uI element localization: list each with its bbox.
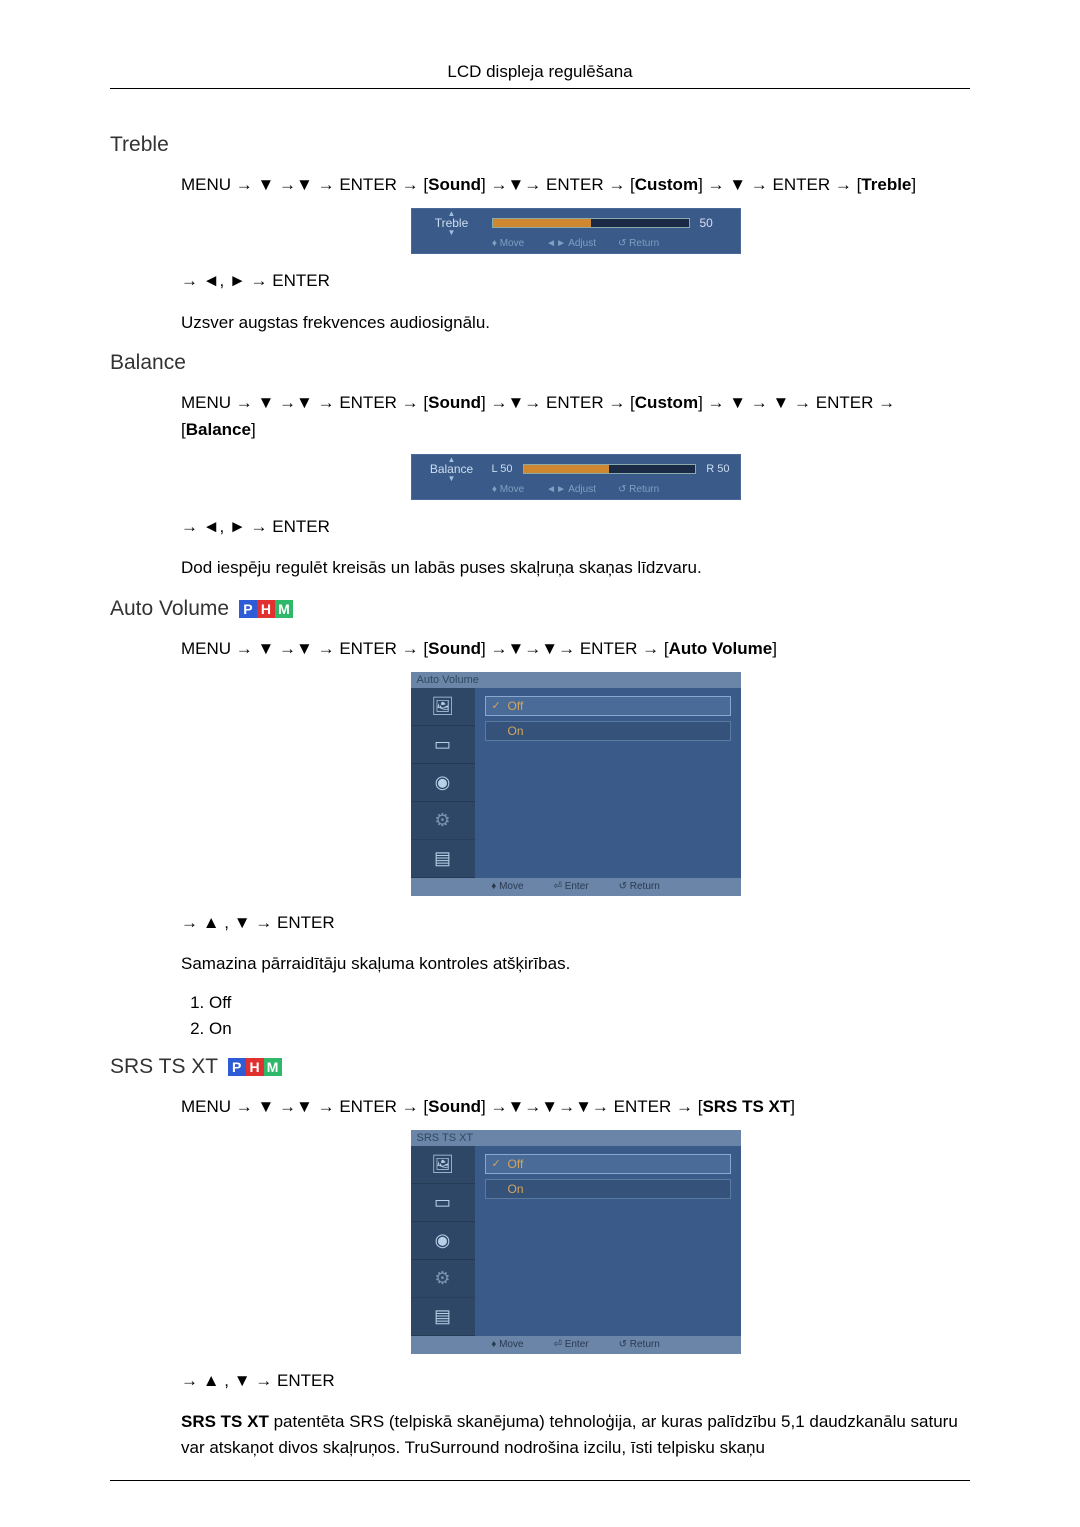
- section-title-treble: Treble: [110, 133, 970, 157]
- section-title-auto-volume: Auto Volume P H M: [110, 597, 970, 621]
- slider-fill: [493, 219, 591, 227]
- sidebar-icon: 🖼: [411, 688, 475, 726]
- phm-h: H: [246, 1058, 264, 1076]
- osd-label: ▲ Balance ▼: [422, 462, 482, 476]
- balance-right-value: R 50: [706, 463, 729, 475]
- list-item: On: [209, 1019, 970, 1039]
- osd-hints: ♦ Move ⏎ Enter ↺ Return: [411, 1336, 741, 1354]
- post-nav-treble: → ◄, ► → ENTER: [181, 268, 970, 294]
- nav-path-treble: MENU → ▼ →▼ → ENTER → [Sound] →▼→ ENTER …: [181, 171, 970, 198]
- osd-hints: ♦ Move ◄► Adjust ↺ Return: [412, 235, 740, 253]
- osd-menu-title: SRS TS XT: [411, 1130, 741, 1146]
- osd-options: ✓Off On: [475, 688, 741, 878]
- phm-p: P: [228, 1058, 246, 1076]
- osd-label: ▲ Treble ▼: [422, 216, 482, 230]
- sidebar-icon: ⚙: [411, 802, 475, 840]
- desc-balance: Dod iespēju regulēt kreisās un labās pus…: [181, 555, 970, 581]
- osd-auto-volume-menu: Auto Volume 🖼 ▭ ◉ ⚙ ▤ ✓Off On ♦ Move ⏎ E…: [411, 672, 741, 896]
- page-footer-rule: [110, 1480, 970, 1481]
- osd-option-off: ✓Off: [485, 696, 731, 716]
- phm-p: P: [239, 600, 257, 618]
- osd-hints: ♦ Move ⏎ Enter ↺ Return: [411, 878, 741, 896]
- phm-m: M: [275, 600, 293, 618]
- section-title-srs: SRS TS XT P H M: [110, 1055, 970, 1079]
- phm-badge: P H M: [228, 1058, 282, 1076]
- sidebar-icon: ◉: [411, 764, 475, 802]
- osd-sidebar: 🖼 ▭ ◉ ⚙ ▤: [411, 688, 475, 878]
- sidebar-icon: ▤: [411, 840, 475, 878]
- osd-option-off: ✓Off: [485, 1154, 731, 1174]
- page-header: LCD displeja regulēšana: [110, 62, 970, 89]
- post-nav-auto-volume: → ▲ , ▼ → ENTER: [181, 910, 970, 936]
- osd-hints: ♦ Move ◄► Adjust ↺ Return: [412, 481, 740, 499]
- sidebar-icon: ▭: [411, 1184, 475, 1222]
- osd-menu-title: Auto Volume: [411, 672, 741, 688]
- nav-path-auto-volume: MENU → ▼ →▼ → ENTER → [Sound] →▼→▼→ ENTE…: [181, 635, 970, 662]
- phm-h: H: [257, 600, 275, 618]
- option-list-auto-volume: Off On: [209, 993, 970, 1039]
- nav-path-balance: MENU → ▼ →▼ → ENTER → [Sound] →▼→ ENTER …: [181, 389, 970, 443]
- post-nav-balance: → ◄, ► → ENTER: [181, 514, 970, 540]
- desc-srs: SRS TS XT patentēta SRS (telpiskā skanēj…: [181, 1409, 970, 1460]
- sidebar-icon: ▤: [411, 1298, 475, 1336]
- post-nav-srs: → ▲ , ▼ → ENTER: [181, 1368, 970, 1394]
- sidebar-icon: ◉: [411, 1222, 475, 1260]
- phm-m: M: [264, 1058, 282, 1076]
- osd-srs-menu: SRS TS XT 🖼 ▭ ◉ ⚙ ▤ ✓Off On ♦ Move ⏎ Ent…: [411, 1130, 741, 1354]
- osd-balance-slider: ▲ Balance ▼ L 50 R 50 ♦ Move ◄► Adjust ↺…: [411, 454, 741, 500]
- sidebar-icon: ▭: [411, 726, 475, 764]
- osd-sidebar: 🖼 ▭ ◉ ⚙ ▤: [411, 1146, 475, 1336]
- osd-option-on: On: [485, 721, 731, 741]
- section-title-balance: Balance: [110, 351, 970, 375]
- slider-fill: [524, 465, 610, 473]
- balance-left-value: L 50: [492, 463, 513, 475]
- slider-track: [492, 218, 690, 228]
- desc-auto-volume: Samazina pārraidītāju skaļuma kontroles …: [181, 951, 970, 977]
- osd-options: ✓Off On: [475, 1146, 741, 1336]
- osd-treble-slider: ▲ Treble ▼ 50 ♦ Move ◄► Adjust ↺ Return: [411, 208, 741, 254]
- sidebar-icon: ⚙: [411, 1260, 475, 1298]
- sidebar-icon: 🖼: [411, 1146, 475, 1184]
- nav-path-srs: MENU → ▼ →▼ → ENTER → [Sound] →▼→▼→▼→ EN…: [181, 1093, 970, 1120]
- manual-page: LCD displeja regulēšana Treble MENU → ▼ …: [0, 0, 1080, 1521]
- slider-value: 50: [700, 216, 730, 230]
- list-item: Off: [209, 993, 970, 1013]
- osd-option-on: On: [485, 1179, 731, 1199]
- desc-treble: Uzsver augstas frekvences audiosignālu.: [181, 310, 970, 336]
- slider-track: [523, 464, 697, 474]
- phm-badge: P H M: [239, 600, 293, 618]
